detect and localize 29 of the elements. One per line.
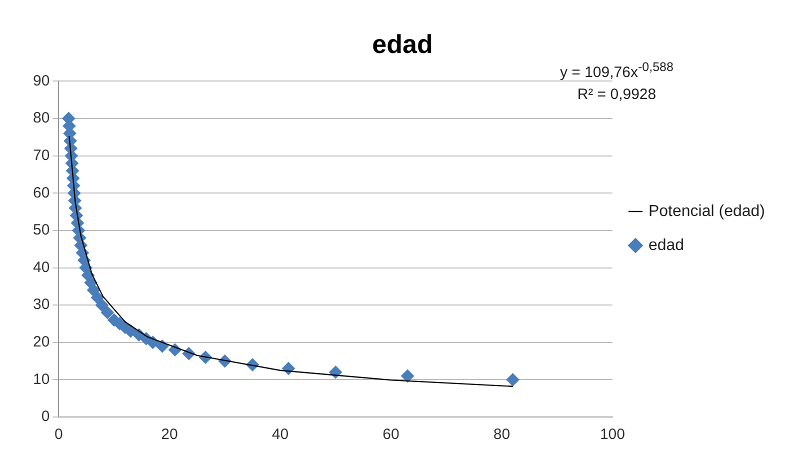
y-tick-label: 20	[32, 334, 50, 351]
x-tick-label: 100	[600, 426, 625, 444]
x-tick-label: 20	[161, 426, 178, 444]
y-tick-label: 10	[32, 370, 50, 388]
y-tick-label: 60	[32, 184, 50, 202]
legend-label: Potencial (edad)	[648, 202, 765, 220]
x-tick-label: 60	[382, 426, 400, 444]
point	[401, 369, 414, 382]
x-tick-label: 40	[272, 426, 289, 444]
point	[329, 366, 342, 379]
point	[146, 336, 160, 349]
point	[100, 306, 114, 320]
legend-label: edad	[648, 236, 684, 254]
point	[156, 340, 169, 353]
chart-title: edad	[372, 28, 433, 59]
x-tick-label: 80	[493, 426, 510, 444]
annotation: R² = 0,9928	[576, 85, 658, 105]
y-tick-label: 70	[32, 146, 50, 164]
point	[95, 298, 108, 312]
y-tick-label: 30	[32, 296, 50, 314]
y-tick-label: 80	[32, 110, 50, 127]
y-tick-label: 0	[41, 408, 50, 426]
y-tick-label: 90	[32, 72, 50, 90]
x-tick-label: 0	[54, 426, 63, 444]
y-tick-label: 40	[32, 258, 50, 276]
point	[90, 291, 104, 304]
text: y = 109,76x$^{-0,588}$	[560, 59, 674, 83]
point	[506, 373, 520, 386]
y-tick-label: 50	[32, 222, 50, 239]
